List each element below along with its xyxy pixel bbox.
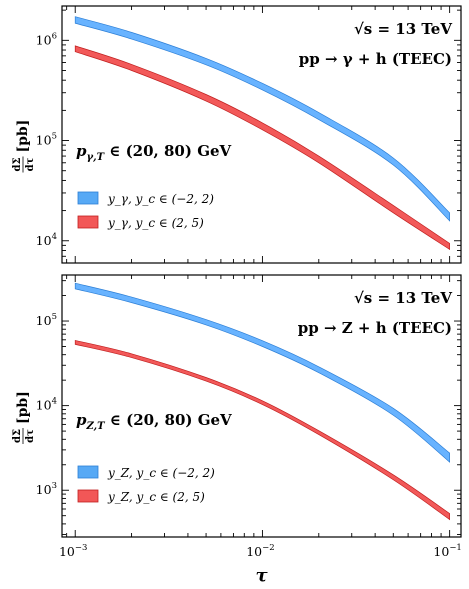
y-tick-base: 10 bbox=[36, 482, 52, 497]
y-tick-label: 105 bbox=[36, 132, 57, 148]
y-tick-label: 106 bbox=[36, 31, 57, 47]
annotation-energy: √s = 13 TeV bbox=[354, 289, 452, 307]
y-label-unit: [pb] bbox=[15, 120, 31, 153]
y-tick-label: 104 bbox=[36, 397, 57, 413]
series-band-forward bbox=[74, 45, 450, 251]
annotation-pt-range: pγ,T ∈ (20, 80) GeV bbox=[76, 142, 232, 163]
y-tick-label: 103 bbox=[36, 481, 57, 497]
series-group bbox=[74, 16, 450, 251]
y-tick-exponent: 4 bbox=[52, 397, 57, 407]
y-tick-exponent: 5 bbox=[52, 132, 57, 142]
annotation-process: pp → Z + h (TEEC) bbox=[298, 319, 452, 337]
legend-swatch-central bbox=[77, 191, 99, 205]
x-axis-label: τ bbox=[255, 565, 268, 586]
y-tick-exponent: 4 bbox=[52, 232, 57, 242]
x-tick-exponent: −1 bbox=[449, 543, 462, 553]
y-label-denominator: dτ bbox=[25, 429, 36, 443]
pt-symbol: p bbox=[76, 142, 87, 160]
x-tick-label: 10−1 bbox=[433, 543, 461, 559]
y-tick-base: 10 bbox=[36, 133, 52, 148]
legend-label-central: y_Z, y_c ∈ (−2, 2) bbox=[107, 466, 215, 480]
plot-frame bbox=[61, 5, 462, 264]
series-band-central bbox=[74, 16, 450, 222]
x-tick-base: 10 bbox=[433, 544, 449, 559]
annotation-process: pp → γ + h (TEEC) bbox=[299, 50, 452, 68]
annotation-energy: √s = 13 TeV bbox=[354, 20, 452, 38]
x-tick-base: 10 bbox=[246, 544, 262, 559]
pt-subscript: Z,T bbox=[86, 421, 107, 432]
y-tick-label: 104 bbox=[36, 232, 57, 248]
annotation-pt-range: pZ,T ∈ (20, 80) GeV bbox=[76, 411, 232, 432]
legend-swatch-forward bbox=[77, 489, 99, 503]
pt-range-text: ∈ (20, 80) GeV bbox=[105, 411, 233, 429]
pt-subscript: γ,T bbox=[87, 152, 106, 163]
y-tick-exponent: 5 bbox=[52, 312, 57, 322]
legend-swatch-forward bbox=[77, 215, 99, 229]
y-axis-label: dΣ dτ [pb] bbox=[12, 391, 36, 444]
series-band-central bbox=[74, 282, 450, 463]
y-tick-base: 10 bbox=[36, 398, 52, 413]
y-tick-exponent: 6 bbox=[52, 31, 57, 41]
legend-swatch-central bbox=[77, 465, 99, 479]
pt-symbol: p bbox=[76, 411, 87, 429]
legend-label-forward: y_γ, y_c ∈ (2, 5) bbox=[107, 216, 204, 230]
series-band-forward bbox=[74, 339, 450, 521]
y-tick-label: 105 bbox=[36, 312, 57, 328]
y-label-unit: [pb] bbox=[15, 391, 31, 424]
y-tick-base: 10 bbox=[36, 32, 52, 47]
legend-label-central: y_γ, y_c ∈ (−2, 2) bbox=[107, 192, 214, 206]
series-group bbox=[74, 282, 450, 521]
x-tick-label: 10−3 bbox=[59, 543, 87, 559]
x-tick-base: 10 bbox=[59, 544, 75, 559]
x-tick-exponent: −3 bbox=[75, 543, 88, 553]
y-label-denominator: dτ bbox=[25, 157, 36, 171]
legend-label-forward: y_Z, y_c ∈ (2, 5) bbox=[107, 490, 205, 504]
y-label-numerator: dΣ bbox=[12, 157, 23, 171]
y-tick-base: 10 bbox=[36, 233, 52, 248]
x-tick-label: 10−2 bbox=[246, 543, 274, 559]
y-axis-label: dΣ dτ [pb] bbox=[12, 120, 36, 173]
y-label-numerator: dΣ bbox=[12, 429, 23, 443]
y-tick-exponent: 3 bbox=[52, 481, 57, 491]
y-tick-base: 10 bbox=[36, 313, 52, 328]
x-tick-exponent: −2 bbox=[262, 543, 275, 553]
pt-range-text: ∈ (20, 80) GeV bbox=[104, 142, 232, 160]
